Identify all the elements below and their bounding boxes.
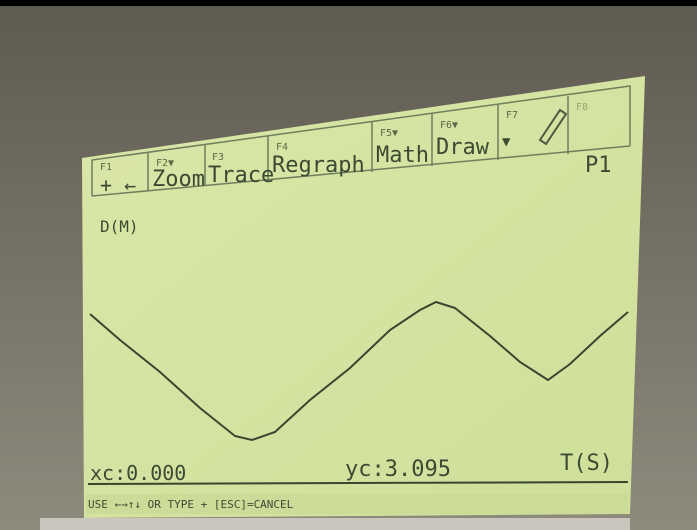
toolbar-key[interactable]: F7 bbox=[506, 110, 518, 121]
toolbar-key[interactable]: F1 bbox=[100, 162, 112, 173]
toolbar-label[interactable]: Zoom bbox=[152, 167, 205, 192]
toolbar-key[interactable]: F3 bbox=[212, 152, 224, 163]
x-axis-label: T(S) bbox=[560, 451, 613, 476]
toolbar-label[interactable]: Draw bbox=[436, 135, 490, 160]
toolbar-label[interactable]: ▼ bbox=[502, 134, 511, 150]
toolbar-key[interactable]: F6▼ bbox=[440, 120, 458, 131]
photo: + ← P1 D(M) xc:0.000 yc:3.095 T(S) USE ←… bbox=[0, 0, 697, 530]
toolbar-key[interactable]: F8 bbox=[576, 102, 588, 113]
toolbar-key[interactable]: F5▼ bbox=[380, 128, 398, 139]
toolbar-label[interactable]: Trace bbox=[208, 163, 274, 188]
yc-readout: yc:3.095 bbox=[345, 457, 451, 482]
frame-edge bbox=[0, 0, 697, 6]
toolbar-label[interactable]: Regraph bbox=[272, 153, 365, 178]
toolbar-label[interactable]: Math bbox=[376, 143, 429, 168]
f1-icon: + ← bbox=[100, 173, 136, 197]
mode-indicator: P1 bbox=[585, 153, 612, 178]
sill bbox=[40, 518, 630, 530]
y-axis-label: D(M) bbox=[100, 217, 139, 236]
toolbar-key[interactable]: F4 bbox=[276, 142, 288, 153]
xc-readout: xc:0.000 bbox=[90, 461, 186, 485]
status-text: USE ←→↑↓ OR TYPE + [ESC]=CANCEL bbox=[88, 498, 294, 511]
